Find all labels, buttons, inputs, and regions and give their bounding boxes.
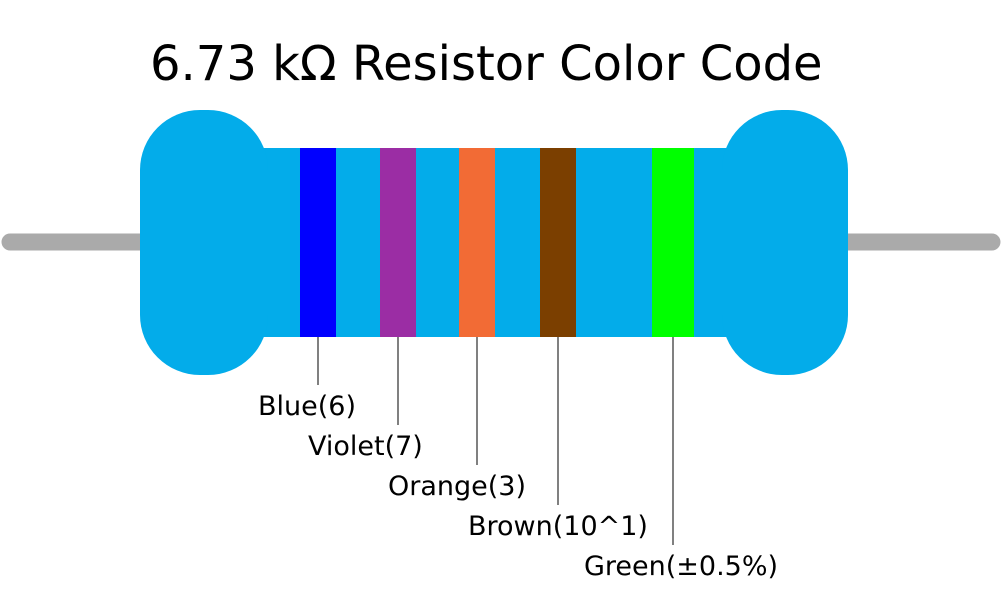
band-label: Brown(10^1) (468, 511, 648, 542)
color-band (380, 148, 416, 337)
band-label: Green(±0.5%) (584, 551, 778, 582)
color-band (652, 148, 694, 337)
color-band (540, 148, 576, 337)
end-cap (722, 110, 848, 375)
band-label: Violet(7) (308, 431, 423, 462)
title: 6.73 kΩ Resistor Color Code (150, 36, 823, 92)
band-label: Blue(6) (258, 391, 356, 422)
end-cap (140, 110, 268, 375)
color-band (459, 148, 495, 337)
band-label: Orange(3) (388, 471, 526, 502)
color-band (300, 148, 336, 337)
